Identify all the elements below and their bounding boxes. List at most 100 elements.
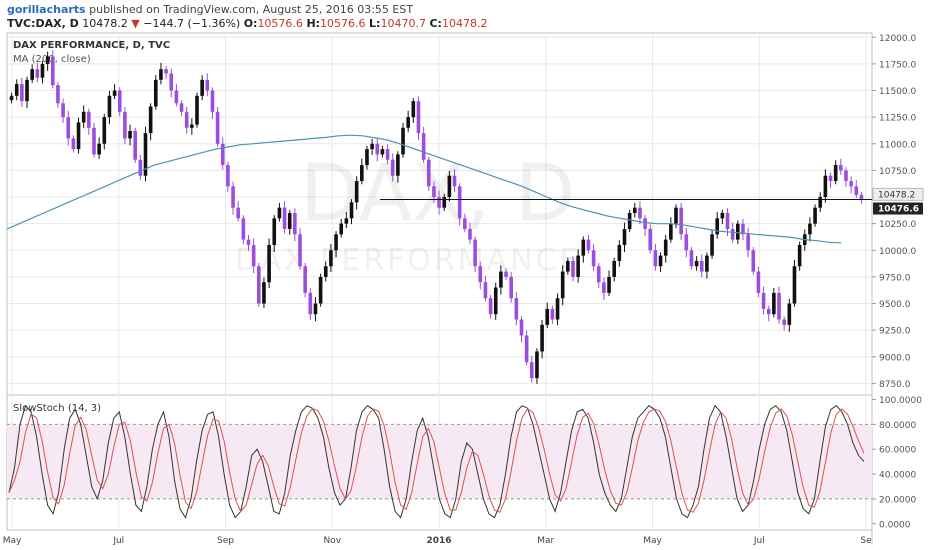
candle-body: [550, 308, 555, 320]
time-tick-label: 2016: [426, 536, 451, 546]
candle-body: [792, 266, 797, 304]
candle-body: [308, 292, 313, 315]
candle-body: [241, 218, 246, 240]
close-value: 10478.2: [441, 17, 488, 30]
watermark-name: DAX PERFORMANCE: [235, 243, 582, 278]
stoch-d-line: [8, 407, 865, 513]
candle-body: [370, 143, 374, 150]
candle-body: [571, 260, 575, 277]
candle-body: [524, 335, 529, 363]
candle-body: [128, 130, 132, 139]
candle-body: [97, 143, 101, 155]
candle-body: [251, 244, 256, 267]
candle-body: [540, 324, 544, 352]
candle-body: [360, 165, 364, 182]
time-tick-label: Mar: [537, 536, 554, 546]
open-label: O:: [243, 17, 258, 30]
candle-body: [220, 143, 225, 166]
candle-body: [797, 244, 802, 267]
candle-body: [504, 271, 508, 277]
candle-body: [632, 207, 637, 213]
candle-body: [483, 282, 488, 299]
candle-body: [40, 63, 45, 78]
candle-body: [45, 56, 50, 64]
stoch-k-line: [8, 404, 865, 519]
author-link[interactable]: gorillacharts: [7, 3, 86, 16]
candle-body: [179, 103, 184, 112]
candle-body: [849, 181, 853, 187]
candle-body: [20, 84, 24, 102]
candle-body: [87, 111, 91, 128]
time-tick-label: Jul: [112, 536, 124, 546]
candle-body: [823, 175, 828, 198]
low-label: L:: [369, 17, 381, 30]
price-tick-label: 9500.0: [879, 300, 911, 310]
price-tick-label: 10250.0: [879, 220, 916, 230]
candle-body: [169, 73, 174, 91]
stoch-band-fill: [7, 424, 872, 499]
candle-body: [756, 271, 761, 293]
candle-body: [380, 149, 385, 155]
candle-body: [35, 69, 40, 78]
candle-body: [509, 276, 513, 299]
candle-body: [143, 133, 148, 176]
price-tick-label: 10000.0: [879, 247, 916, 257]
candle-body: [746, 234, 750, 251]
candle-body: [787, 303, 792, 325]
candle-body: [808, 223, 812, 235]
candle-body: [519, 319, 524, 336]
candle-body: [463, 218, 467, 229]
candle-body: [612, 260, 616, 277]
candle-body: [684, 234, 689, 251]
candle-body: [71, 138, 76, 150]
candle-body: [432, 186, 436, 198]
candle-body: [560, 271, 565, 299]
candle-body: [190, 124, 194, 128]
candle-body: [859, 194, 864, 200]
candle-body: [725, 213, 730, 229]
candle-body: [231, 186, 235, 208]
candle-body: [447, 175, 452, 198]
candle-body: [406, 117, 410, 128]
candle-body: [375, 143, 380, 155]
candle-body: [679, 207, 683, 235]
candle-body: [123, 111, 127, 139]
candle-body: [493, 287, 498, 315]
candle-body: [586, 239, 591, 251]
candle-body: [282, 207, 287, 229]
candles: [9, 50, 864, 384]
candle-body: [833, 165, 838, 182]
candle-body: [236, 207, 241, 219]
price-tick-label: 9250.0: [879, 327, 911, 337]
candle-body: [287, 213, 292, 229]
candle-body: [257, 266, 261, 304]
price-tick-label: 9750.0: [879, 273, 911, 283]
candle-body: [112, 90, 117, 96]
candle-body: [334, 234, 338, 251]
stoch-pane-title: SlowStoch (14, 3): [13, 403, 101, 414]
candle-body: [607, 276, 611, 293]
candle-body: [617, 244, 622, 261]
candle-body: [390, 159, 395, 176]
down-arrow-icon: ▼: [127, 17, 140, 30]
stoch-band: [7, 423, 872, 500]
candle-body: [313, 303, 318, 315]
candle-body: [184, 111, 189, 128]
last-price-tag-box: [872, 187, 924, 201]
candle-body: [303, 266, 307, 293]
open-value: 10576.6: [257, 17, 303, 30]
last-price-tag: 10478.2: [878, 190, 915, 200]
candle-body: [699, 260, 704, 272]
chart-header: gorillacharts published on TradingView.c…: [7, 0, 927, 32]
candle-body: [272, 218, 277, 245]
close-label: C:: [429, 17, 442, 30]
candle-body: [56, 85, 60, 104]
candle-body: [751, 250, 756, 272]
published-text: published on TradingView.com, August 25,…: [89, 3, 414, 16]
candle-body: [828, 175, 833, 182]
candle-body: [339, 223, 344, 235]
last-price: 10478.2: [82, 17, 128, 30]
high-label: H:: [306, 17, 321, 30]
publish-line: gorillacharts published on TradingView.c…: [7, 2, 413, 17]
